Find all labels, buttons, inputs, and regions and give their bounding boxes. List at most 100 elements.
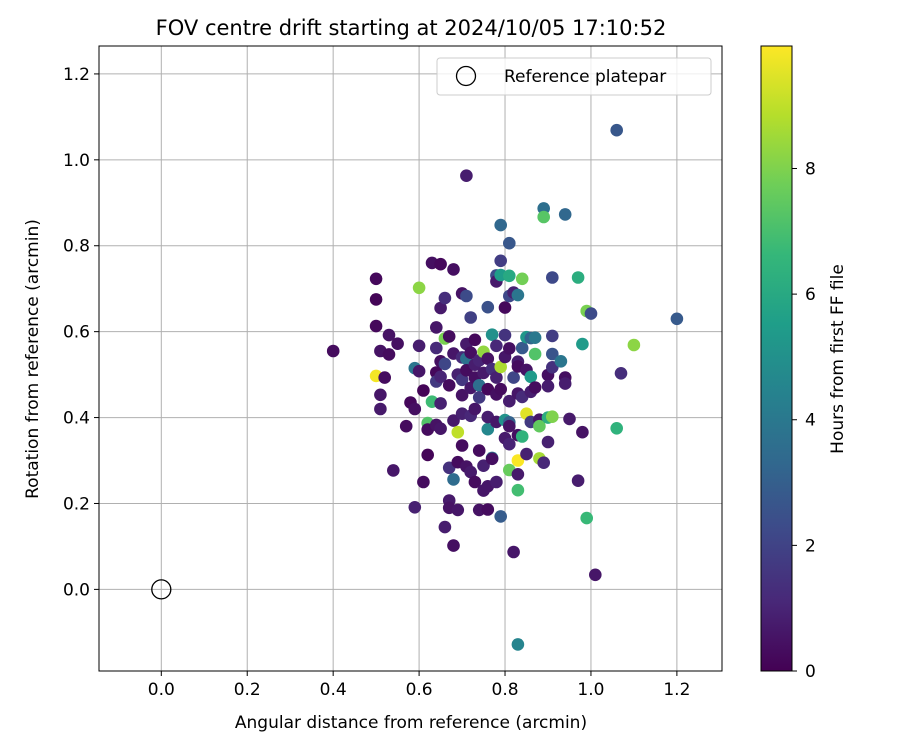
scatter-point [481,503,495,516]
scatter-point [503,269,516,283]
scatter-point [541,379,555,393]
scatter-point [421,448,435,462]
scatter-point [571,271,585,284]
scatter-point [546,329,559,343]
scatter-point [412,364,426,378]
colorbar-tick-label: 2 [805,536,816,556]
scatter-point [511,454,525,467]
legend: Reference platepar [436,57,712,96]
x-tick-label: 1.0 [577,680,604,700]
scatter-point [408,501,422,514]
y-tick-label: 0.0 [63,580,90,600]
colorbar-tick-label: 0 [805,662,816,682]
scatter-point [515,430,529,443]
y-tick-label: 0.2 [63,494,90,514]
scatter-point [451,425,465,439]
scatter-point [374,402,387,416]
scatter-point [481,422,495,436]
scatter-point [511,638,525,651]
scatter-point [485,328,499,342]
scatter-point [494,382,508,396]
scatter-point [498,328,512,342]
scatter-point [408,402,422,416]
scatter-point [468,333,482,347]
data-points [151,123,684,651]
scatter-point [434,301,447,315]
scatter-point [434,257,447,271]
scatter-point [511,288,525,302]
scatter-point [455,439,469,452]
scatter-point [533,419,546,433]
scatter-point [537,210,550,224]
scatter-point [399,419,413,433]
scatter-point [490,371,503,384]
scatter-point [498,301,512,314]
colorbar-label: Hours from first FF file [828,264,848,454]
scatter-point [442,379,456,392]
scatter-point [369,293,383,306]
scatter-point [442,330,456,343]
scatter-point [511,468,525,481]
scatter-point [494,510,508,523]
x-tick-label: 0.0 [148,680,175,700]
plot-frame [98,45,723,672]
scatter-point [580,511,593,525]
scatter-point [417,475,430,489]
scatter-point [417,384,430,397]
reference-platepar-marker [151,579,172,600]
scatter-point [464,465,478,479]
scatter-point [614,367,628,380]
x-tick-label: 0.6 [406,680,433,700]
scatter-point [503,342,516,355]
x-tick-label: 0.2 [234,680,261,700]
scatter-point [503,437,516,451]
scatter-point [387,464,400,477]
scatter-point [627,338,641,352]
scatter-point [503,394,516,408]
scatter-point [528,381,542,394]
scatter-point [563,412,576,426]
scatter-point [503,419,516,433]
chart-title: FOV centre drift starting at 2024/10/05 … [156,16,667,40]
scatter-point [451,503,465,517]
scatter-point [576,337,589,351]
scatter-point [447,473,460,486]
scatter-point [520,447,533,461]
scatter-point [468,475,482,489]
legend-reference-marker [455,65,477,87]
scatter-point [438,357,452,371]
scatter-point [434,370,447,384]
y-tick-label: 0.6 [63,323,90,343]
scatter-point [554,355,568,368]
scatter-point [382,348,396,361]
scatter-point [576,425,589,439]
scatter-point [546,271,559,284]
scatter-point [447,414,460,427]
scatter-point [460,289,473,303]
colorbar-gradient [760,45,793,672]
colorbar-tick-label: 4 [805,411,816,431]
axes: 0.0 0.2 0.4 0.6 0.8 1.0 1.2 0.0 0.2 0.4 0.6 0.8 1.0 1… [63,45,723,700]
legend-label: Reference platepar [504,67,666,87]
scatter-point [507,545,520,559]
scatter-point [541,435,555,449]
y-tick-label: 1.2 [63,65,90,85]
scatter-point [546,347,559,361]
scatter-point [511,483,525,497]
colorbar: 0 2 4 6 8 Hours from first FF file [760,45,848,682]
scatter-point [515,272,529,286]
scatter-point [382,328,396,342]
scatter-point [464,346,478,360]
scatter-point [481,352,495,366]
scatter-point [374,388,387,402]
scatter-point [468,402,482,416]
scatter-point [434,422,447,436]
x-tick-label: 0.8 [492,680,519,700]
scatter-point [430,341,443,355]
y-axis-label: Rotation from reference (arcmin) [23,219,43,499]
scatter-point [670,312,684,326]
scatter-point [455,373,469,387]
x-tick-label: 1.2 [663,680,690,700]
scatter-point [528,331,542,345]
